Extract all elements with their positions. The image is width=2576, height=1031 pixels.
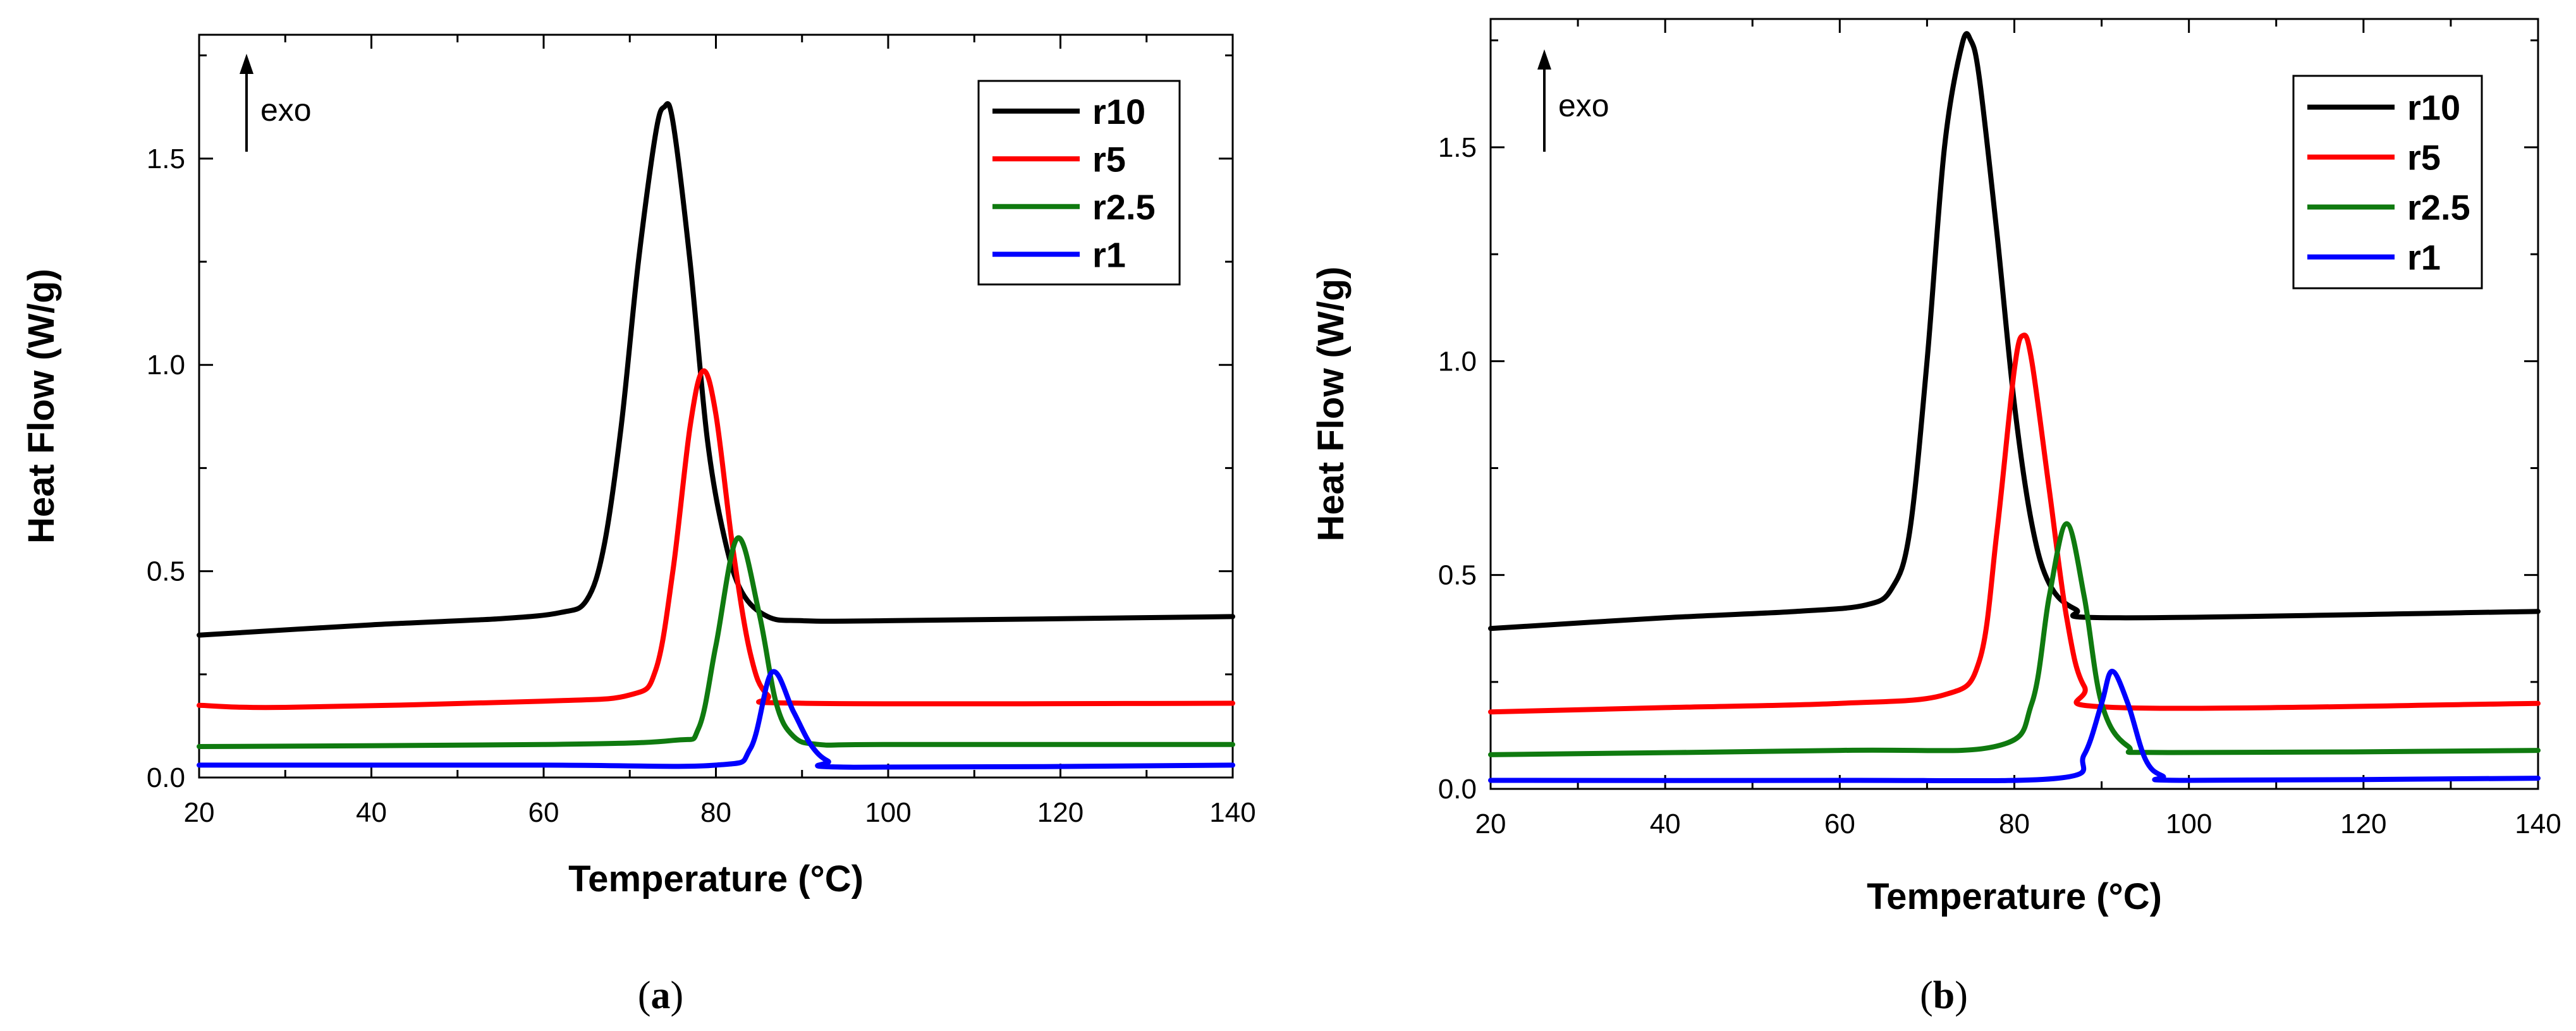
chart-b: 20 40 60 80 100 120 140 0.0 0.5 1.0 1.5 Temperature… xyxy=(1310,18,2561,1017)
x-axis-title: Temperature (°C) xyxy=(568,858,864,900)
legend-label-r2.5: r2.5 xyxy=(2407,188,2470,228)
chart-a: 20 40 60 80 100 120 140 0.0 0.5 1.0 1.5 Temperature… xyxy=(21,34,1256,1017)
y-tick-label: 0.5 xyxy=(1438,560,1477,591)
legend-box xyxy=(977,80,1181,286)
x-tick-label: 80 xyxy=(1999,808,2030,839)
legend-label-r1: r1 xyxy=(2407,238,2441,278)
x-tick-label: 40 xyxy=(356,797,387,828)
series-line-r10 xyxy=(197,101,1235,638)
x-tick-label: 80 xyxy=(700,797,731,828)
caption-letter: b xyxy=(1933,974,1955,1017)
y-axis-title: Heat Flow (W/g) xyxy=(1310,267,1352,542)
y-tick-label: 1.0 xyxy=(1438,346,1477,377)
y-tick-label: 0.5 xyxy=(147,556,185,587)
x-tick-label: 20 xyxy=(184,797,215,828)
x-tick-label: 60 xyxy=(528,797,559,828)
series-line-r1 xyxy=(1488,668,2541,784)
series-line-r1 xyxy=(197,669,1235,770)
x-tick-label: 60 xyxy=(1824,808,1855,839)
y-tick-label: 0.0 xyxy=(147,762,185,793)
legend-box xyxy=(2292,75,2483,290)
y-tick-label: 0.0 xyxy=(1438,774,1477,805)
caption-paren-close: ) xyxy=(671,974,684,1017)
panel-caption: (b) xyxy=(1920,974,1968,1017)
exo-arrow-head-icon xyxy=(1537,49,1551,70)
y-tick-label: 1.5 xyxy=(147,143,185,174)
series-line-r2.5 xyxy=(197,535,1235,749)
x-tick-label: 100 xyxy=(865,797,911,828)
panel-caption: (a) xyxy=(638,974,683,1017)
x-tick-label: 140 xyxy=(1209,797,1255,828)
legend-label-r5: r5 xyxy=(1092,139,1126,179)
series-line-r5 xyxy=(1488,332,2541,715)
x-tick-label: 120 xyxy=(2340,808,2386,839)
legend-label-r1: r1 xyxy=(1092,235,1126,274)
caption-paren-close: ) xyxy=(1955,974,1968,1017)
caption-paren-open: ( xyxy=(638,974,651,1017)
caption-paren-open: ( xyxy=(1920,974,1933,1017)
legend-label-r2.5: r2.5 xyxy=(1092,187,1156,227)
y-tick-label: 1.5 xyxy=(1438,132,1477,163)
series-line-r10 xyxy=(1488,31,2541,631)
legend-label-r5: r5 xyxy=(2407,138,2441,178)
legend-label-r10: r10 xyxy=(1092,92,1145,131)
x-tick-label: 40 xyxy=(1650,808,1681,839)
legend-label-r10: r10 xyxy=(2407,88,2460,128)
y-axis-title: Heat Flow (W/g) xyxy=(21,269,62,544)
x-axis-title: Temperature (°C) xyxy=(1867,876,2162,917)
exo-label: exo xyxy=(1558,88,1609,123)
x-tick-label: 20 xyxy=(1475,808,1506,839)
x-tick-label: 120 xyxy=(1037,797,1084,828)
x-tick-label: 140 xyxy=(2515,808,2561,839)
exo-label: exo xyxy=(260,92,312,128)
x-tick-label: 100 xyxy=(2166,808,2212,839)
caption-letter: a xyxy=(651,974,671,1017)
exo-arrow-head-icon xyxy=(240,54,253,74)
series-line-r2.5 xyxy=(1488,521,2541,757)
y-tick-label: 1.0 xyxy=(147,350,185,381)
